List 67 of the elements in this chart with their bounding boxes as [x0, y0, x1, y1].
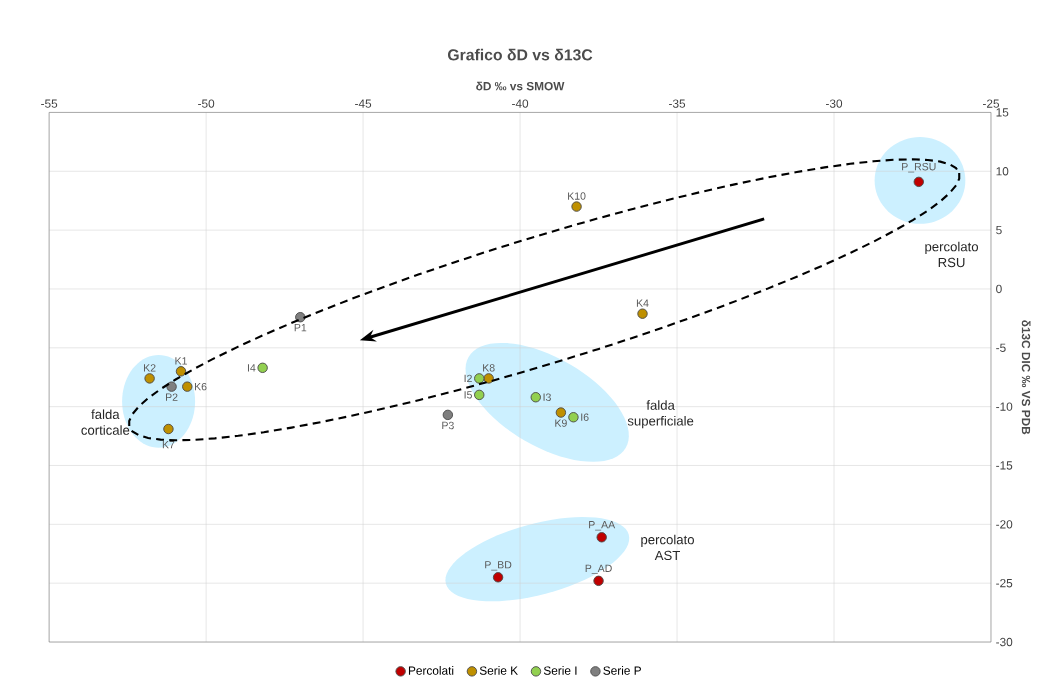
legend-label: Serie K: [479, 665, 518, 675]
point: [474, 373, 485, 384]
legend-label: Serie P: [603, 665, 641, 675]
y-tick-label: -15: [996, 461, 1013, 470]
data-label: K10: [568, 192, 586, 200]
data-label: P1: [294, 323, 307, 332]
data-label: K1: [175, 357, 187, 365]
point: [593, 575, 604, 586]
y-tick-label: -20: [996, 519, 1013, 529]
y-tick-label: 15: [996, 108, 1009, 117]
data-label: P_AA: [589, 520, 616, 531]
point: [175, 365, 187, 377]
point: [166, 381, 177, 392]
y-axis-title: δ13C DIC ‰ VS PDB: [1021, 320, 1031, 434]
data-label: I6: [581, 413, 589, 421]
x-tick-label: -30: [826, 99, 843, 108]
x-tick-label: -40: [512, 99, 529, 108]
chart-title: Grafico δD vs δ13C: [447, 48, 593, 61]
point: [571, 201, 582, 212]
x-axis-title: δD ‰ vs SMOW: [476, 81, 565, 91]
annotation: falda corticale: [81, 409, 130, 435]
y-tick-label: 10: [996, 166, 1009, 176]
point: [555, 407, 567, 418]
annotation: falda superficiale: [627, 399, 694, 429]
legend-label: Serie I: [543, 665, 577, 675]
point: [295, 311, 306, 323]
annotation: percolato RSU: [925, 241, 979, 267]
point: [913, 176, 924, 187]
data-label: K7: [162, 440, 175, 449]
data-label: K6: [194, 382, 207, 391]
x-tick-label: -35: [669, 99, 686, 108]
annotation: percolato AST: [641, 534, 694, 560]
y-tick-label: -10: [996, 402, 1013, 411]
point: [530, 391, 541, 403]
legend-label: Percolati: [408, 665, 454, 675]
data-label: I5: [464, 391, 472, 399]
y-tick-label: -25: [996, 578, 1013, 588]
point: [637, 308, 648, 319]
data-label: P2: [166, 393, 178, 401]
data-label: P_BD: [485, 560, 512, 571]
point: [596, 531, 607, 543]
point: [182, 381, 193, 392]
data-label: K2: [144, 364, 156, 372]
y-tick-label: -30: [996, 637, 1013, 647]
data-label: P3: [442, 421, 454, 429]
y-tick-label: 0: [996, 284, 1002, 293]
x-tick-label: -50: [198, 99, 215, 108]
x-tick-label: -55: [41, 99, 58, 108]
data-label: I2: [464, 374, 472, 382]
point: [144, 373, 155, 384]
data-label: P_AD: [585, 564, 612, 574]
data-label: K9: [555, 419, 567, 427]
x-tick-label: -45: [355, 99, 372, 108]
point: [568, 411, 579, 423]
point: [492, 571, 504, 583]
data-label: P_RSU: [902, 162, 936, 173]
point: [442, 409, 454, 420]
point: [257, 362, 268, 373]
y-tick-label: 5: [996, 225, 1002, 235]
point: [474, 389, 485, 400]
point: [483, 373, 494, 384]
data-label: I4: [247, 363, 256, 372]
data-label: K4: [636, 299, 649, 307]
y-tick-label: -5: [996, 343, 1006, 352]
point: [163, 423, 174, 434]
data-label: K8: [483, 363, 495, 372]
data-label: I3: [543, 393, 551, 401]
